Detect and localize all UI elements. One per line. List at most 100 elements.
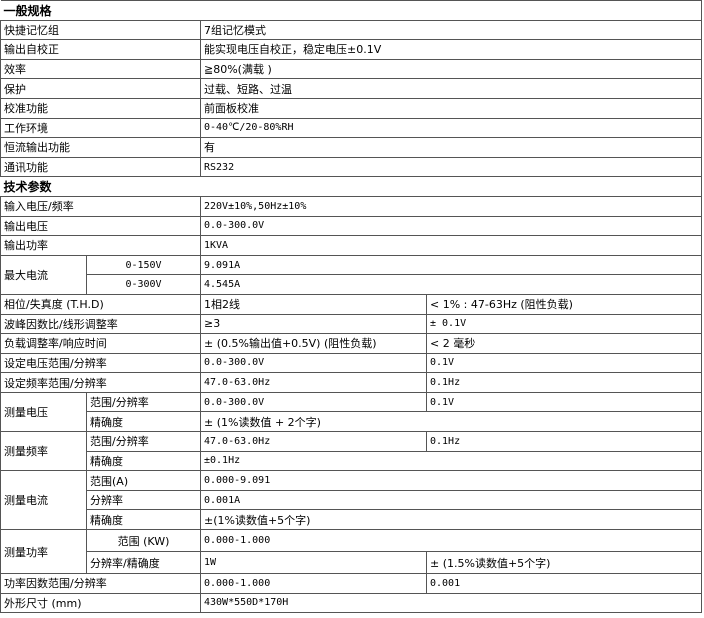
row-value: ≥3 <box>200 313 427 335</box>
table-row: 输入电压/频率 220V±10%,50Hz±10% <box>0 195 703 217</box>
row-label: 通讯功能 <box>0 156 201 178</box>
table-row: 外形尺寸 (mm) 430W*550D*170H <box>0 592 703 614</box>
row-value-2: 0.001 <box>425 573 703 594</box>
sub-label: 精确度 <box>86 509 201 531</box>
table-row: 负载调整率/响应时间 ± (0.5%输出值+0.5V) (阻性负载) < 2 毫秒 <box>0 333 703 354</box>
sub-label: 分辨率/精确度 <box>86 551 201 575</box>
row-label: 测量功率 <box>0 529 87 575</box>
row-value: 430W*550D*170H <box>199 592 703 614</box>
table-row: 输出功率 1KVA <box>0 235 703 256</box>
table-row: 相位/失真度 (T.H.D) 1相2线 < 1% : 47-63Hz (阻性负载) <box>0 293 703 315</box>
table-row: 保护 过载、短路、过温 <box>0 78 703 99</box>
sub-label: 0-150V <box>86 254 201 276</box>
row-value-2: ± (1.5%读数值+5个字) <box>425 551 703 575</box>
table-row: 恒流输出功能有 <box>0 137 703 158</box>
row-value: 0.0-300.0V <box>199 215 703 237</box>
row-label: 最大电流 <box>0 254 87 295</box>
table-row: 校准功能 前面板校准 <box>0 97 703 119</box>
row-value: 0.000-9.091 <box>199 470 703 491</box>
row-label: 快捷记忆组 <box>0 19 201 41</box>
row-value-2: 0.1Hz <box>425 372 703 393</box>
table-row: 分辨率/精确度 1W ± (1.5%读数值+5个字) <box>1 551 703 575</box>
sub-label: 范围/分辨率 <box>86 431 201 452</box>
row-value: 7组记忆模式 <box>199 19 703 41</box>
row-value: 220V±10%,50Hz±10% <box>199 195 703 217</box>
row-value-2: ± 0.1V <box>425 313 703 335</box>
row-value: ±(1%读数值+5个字) <box>199 509 703 531</box>
table-row: 测量电压 范围/分辨率 0.0-300.0V 0.1V <box>0 391 703 433</box>
sub-label: 精确度 <box>86 411 201 433</box>
table-row: 波峰因数比/线形调整率 ≥3 ± 0.1V <box>0 313 703 335</box>
row-value: 1KVA <box>199 235 703 256</box>
row-value: 47.0-63.0Hz <box>200 431 427 452</box>
row-value-2: < 1% : 47-63Hz (阻性负载) <box>425 293 703 315</box>
row-label: 测量电流 <box>0 470 87 531</box>
row-label: 测量电压 <box>0 391 87 433</box>
row-label: 负载调整率/响应时间 <box>0 333 201 354</box>
row-value: 前面板校准 <box>199 97 703 119</box>
row-label: 校准功能 <box>0 97 201 119</box>
table-row: 测量电流 范围(A) 0.000-9.091 <box>0 470 703 531</box>
table-row: 精确度 ± (1%读数值 + 2个字) <box>1 411 703 433</box>
sub-label: 分辨率 <box>86 489 201 511</box>
sub-label: 范围/分辨率 <box>86 391 201 413</box>
row-label: 相位/失真度 (T.H.D) <box>0 293 201 315</box>
row-value: RS232 <box>199 156 703 178</box>
row-value: 1相2线 <box>200 293 427 315</box>
row-label: 输出自校正 <box>0 39 201 60</box>
row-value-2: 0.1V <box>425 352 703 374</box>
table-row: 功率因数范围/分辨率 0.000-1.000 0.001 <box>0 573 703 594</box>
table-row: 输出电压 0.0-300.0V <box>0 215 703 237</box>
row-value: ≧80%(满载 ) <box>199 58 703 80</box>
table-row: 效率 ≧80%(满载 ) <box>0 58 703 80</box>
section-general-title: 一般规格 <box>0 0 703 21</box>
table-row: 精确度 ±0.1Hz <box>1 450 703 472</box>
row-label: 恒流输出功能 <box>0 137 201 158</box>
row-label: 设定频率范围/分辨率 <box>0 372 201 393</box>
row-label: 外形尺寸 (mm) <box>0 592 201 614</box>
row-label: 输出功率 <box>0 235 201 256</box>
table-row: 设定频率范围/分辨率 47.0-63.0Hz 0.1Hz <box>0 372 703 393</box>
row-value: 9.091A <box>199 254 703 276</box>
row-value: ±0.1Hz <box>199 450 703 472</box>
row-value: ± (1%读数值 + 2个字) <box>199 411 703 433</box>
row-value-2: < 2 毫秒 <box>425 333 703 354</box>
row-label: 设定电压范围/分辨率 <box>0 352 201 374</box>
table-row: 分辨率 0.001A <box>1 489 703 511</box>
row-value: 过载、短路、过温 <box>199 78 703 99</box>
table-row: 精确度 ±(1%读数值+5个字) <box>1 509 703 531</box>
table-row: 0-300V 4.545A <box>1 274 703 295</box>
row-value: ± (0.5%输出值+0.5V) (阻性负载) <box>200 333 427 354</box>
row-value: 0-40℃/20-80%RH <box>199 117 703 139</box>
row-value: 47.0-63.0Hz <box>200 372 427 393</box>
section-tech-title: 技术参数 <box>0 176 703 197</box>
table-row: 通讯功能 RS232 <box>0 156 703 178</box>
sub-label: 精确度 <box>86 450 201 472</box>
row-value: 0.000-1.000 <box>199 529 703 553</box>
row-value: 能实现电压自校正，稳定电压±0.1V <box>199 39 703 60</box>
table-row: 工作环境 0-40℃/20-80%RH <box>0 117 703 139</box>
row-value: 0.000-1.000 <box>200 573 427 594</box>
row-value: 0.0-300.0V <box>200 352 427 374</box>
row-value: 0.0-300.0V <box>200 391 427 413</box>
row-value-2: 0.1V <box>425 391 703 413</box>
row-label: 输出电压 <box>0 215 201 237</box>
table-row: 输出自校正 能实现电压自校正，稳定电压±0.1V <box>0 39 703 60</box>
sub-label: 0-300V <box>86 274 201 295</box>
row-label: 工作环境 <box>0 117 201 139</box>
row-value: 有 <box>199 137 703 158</box>
row-label: 效率 <box>0 58 201 80</box>
table-row: 设定电压范围/分辨率 0.0-300.0V 0.1V <box>0 352 703 374</box>
row-label: 功率因数范围/分辨率 <box>0 573 201 594</box>
table-row: 快捷记忆组 7组记忆模式 <box>0 19 703 41</box>
row-label: 保护 <box>0 78 201 99</box>
row-value: 0.001A <box>199 489 703 511</box>
row-label: 测量频率 <box>0 431 87 472</box>
sub-label: 范围(A) <box>86 470 201 491</box>
row-value: 4.545A <box>199 274 703 295</box>
row-label: 输入电压/频率 <box>0 195 201 217</box>
row-label: 波峰因数比/线形调整率 <box>0 313 201 335</box>
sub-label: 范围 (KW) <box>86 529 201 553</box>
table-row: 测量频率 范围/分辨率 47.0-63.0Hz 0.1Hz <box>0 431 703 472</box>
